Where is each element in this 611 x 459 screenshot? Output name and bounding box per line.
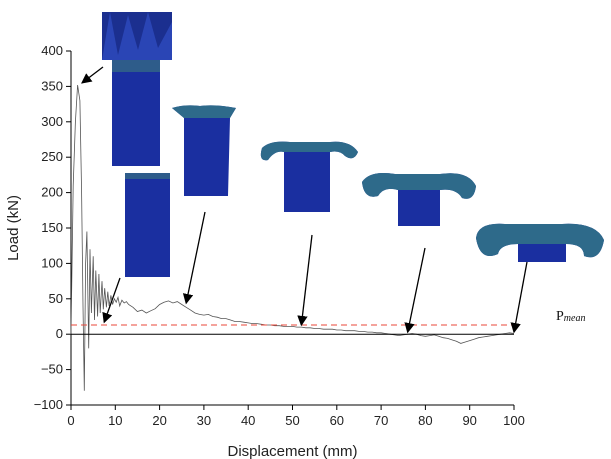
- x-tick-label: 80: [418, 413, 432, 428]
- annotation-arrow: [510, 261, 528, 334]
- y-axis-title: Load (kN): [5, 195, 22, 261]
- annotation-arrow: [102, 277, 121, 324]
- deformation-image-stage-3: [260, 141, 358, 212]
- annotation-arrow: [182, 211, 206, 305]
- deformation-images: [102, 12, 604, 277]
- axes: 0 10 20 30 40 50 60 70 80 90 100 −100 −50 0 50 100 150 20…: [5, 43, 525, 459]
- y-tick-label: 0: [56, 326, 63, 341]
- annotation-arrow: [81, 66, 104, 84]
- y-tick-label: −100: [34, 397, 63, 412]
- x-tick-label: 30: [197, 413, 211, 428]
- annotation-arrows: [81, 66, 528, 334]
- y-tick-label: 400: [41, 43, 63, 58]
- reference-lines: [71, 324, 514, 335]
- x-tick-label: 90: [462, 413, 476, 428]
- deformation-image-initial: [125, 173, 170, 277]
- x-tick-label: 70: [374, 413, 388, 428]
- y-tick-label: 100: [41, 255, 63, 270]
- annotation-arrow: [404, 247, 426, 334]
- x-tick-label: 50: [285, 413, 299, 428]
- pmean-label: Pmean: [556, 309, 585, 324]
- x-tick-label: 60: [330, 413, 344, 428]
- series-line-0: [70, 84, 515, 391]
- pmean-label-main: P: [556, 309, 564, 324]
- x-tick-label: 10: [108, 413, 122, 428]
- x-tick-label: 20: [152, 413, 166, 428]
- y-tick-label: 150: [41, 220, 63, 235]
- deformation-image-stage-4: [362, 173, 476, 226]
- x-tick-label: 100: [503, 413, 525, 428]
- y-tick-label: 200: [41, 185, 63, 200]
- annotation-arrow: [297, 234, 313, 327]
- curve-layer: [70, 84, 515, 391]
- y-tick-label: 50: [49, 291, 63, 306]
- x-tick-label: 40: [241, 413, 255, 428]
- deformation-image-final: [476, 223, 604, 262]
- x-tick-label: 0: [67, 413, 74, 428]
- pmean-label-subscript: mean: [564, 313, 586, 324]
- y-tick-label: 350: [41, 78, 63, 93]
- deformation-image-stage-2: [172, 105, 236, 196]
- y-tick-label: 250: [41, 149, 63, 164]
- deformation-image-peak: [102, 12, 172, 166]
- y-tick-label: −50: [41, 362, 63, 377]
- x-axis-title: Displacement (mm): [227, 443, 357, 459]
- y-tick-label: 300: [41, 114, 63, 129]
